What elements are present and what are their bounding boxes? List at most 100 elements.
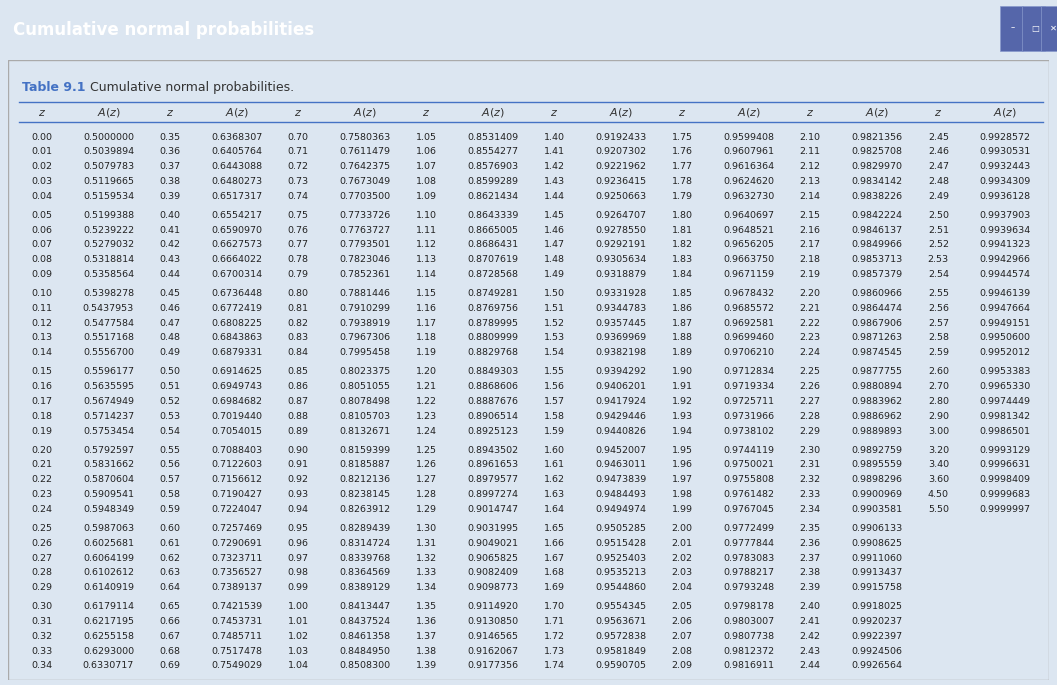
Text: 0.87: 0.87: [288, 397, 309, 406]
Text: 0.7389137: 0.7389137: [211, 583, 262, 592]
Text: 0.9572838: 0.9572838: [595, 632, 646, 641]
Text: 0.48: 0.48: [160, 334, 181, 342]
Text: 0.46: 0.46: [160, 304, 181, 313]
Text: 1.11: 1.11: [415, 225, 437, 234]
Text: 0.5119665: 0.5119665: [84, 177, 134, 186]
Text: 0.9463011: 0.9463011: [595, 460, 646, 469]
Text: 0.9928572: 0.9928572: [980, 132, 1031, 142]
Text: 0.9946139: 0.9946139: [980, 289, 1031, 298]
Text: 0.85: 0.85: [288, 367, 309, 376]
Text: 1.14: 1.14: [415, 270, 437, 279]
Text: 1.01: 1.01: [288, 617, 309, 626]
Text: 0.9941323: 0.9941323: [979, 240, 1031, 249]
Text: 2.19: 2.19: [800, 270, 821, 279]
Text: 0.9906133: 0.9906133: [851, 524, 903, 533]
Text: 2.45: 2.45: [928, 132, 949, 142]
Text: 1.85: 1.85: [671, 289, 692, 298]
Text: 0.8484950: 0.8484950: [339, 647, 390, 656]
Text: 0.9922397: 0.9922397: [851, 632, 903, 641]
Text: 0.9998409: 0.9998409: [980, 475, 1031, 484]
Text: 0.7019440: 0.7019440: [211, 412, 262, 421]
Text: 1.55: 1.55: [543, 367, 564, 376]
Text: 2.30: 2.30: [800, 446, 821, 455]
Text: 0.9911060: 0.9911060: [851, 553, 903, 562]
Text: 0.79: 0.79: [288, 270, 309, 279]
Text: ✕: ✕: [1051, 23, 1057, 33]
Text: 0.8621434: 0.8621434: [467, 192, 518, 201]
Text: 0.5753454: 0.5753454: [82, 427, 134, 436]
Text: 1.29: 1.29: [415, 505, 437, 514]
Text: 0.57: 0.57: [160, 475, 181, 484]
Text: 0.7881446: 0.7881446: [339, 289, 390, 298]
Text: 0.50: 0.50: [160, 367, 181, 376]
Text: 0.14: 0.14: [32, 348, 53, 358]
Text: 0.9535213: 0.9535213: [595, 569, 647, 577]
Text: 1.57: 1.57: [543, 397, 564, 406]
Text: 1.02: 1.02: [288, 632, 309, 641]
Text: 2.25: 2.25: [800, 367, 821, 376]
Text: 0.9924506: 0.9924506: [851, 647, 903, 656]
Text: 2.44: 2.44: [800, 662, 821, 671]
Text: 2.34: 2.34: [800, 505, 821, 514]
Text: 0.8554277: 0.8554277: [467, 147, 518, 156]
Text: 0.49: 0.49: [160, 348, 181, 358]
Text: 0.9874545: 0.9874545: [851, 348, 903, 358]
Text: 1.52: 1.52: [543, 319, 564, 327]
Text: 0.9221962: 0.9221962: [595, 162, 646, 171]
Text: 2.39: 2.39: [800, 583, 821, 592]
Text: 0.28: 0.28: [32, 569, 53, 577]
Text: 0.5437953: 0.5437953: [82, 304, 134, 313]
Text: 1.26: 1.26: [415, 460, 437, 469]
Text: 0.77: 0.77: [288, 240, 309, 249]
Text: 2.58: 2.58: [928, 334, 949, 342]
Text: 2.20: 2.20: [800, 289, 821, 298]
Text: 1.45: 1.45: [543, 211, 564, 220]
Text: 0.60: 0.60: [160, 524, 181, 533]
Text: 0.8339768: 0.8339768: [339, 553, 390, 562]
Text: 1.76: 1.76: [671, 147, 692, 156]
Text: 1.80: 1.80: [671, 211, 692, 220]
Text: 0.6736448: 0.6736448: [211, 289, 262, 298]
Text: 2.49: 2.49: [928, 192, 949, 201]
Text: 0.8023375: 0.8023375: [339, 367, 390, 376]
Text: 0.8707619: 0.8707619: [467, 256, 518, 264]
Text: 1.19: 1.19: [415, 348, 437, 358]
Text: 1.63: 1.63: [543, 490, 564, 499]
Text: 0.73: 0.73: [288, 177, 309, 186]
Text: 0.5987063: 0.5987063: [82, 524, 134, 533]
Text: 0.58: 0.58: [160, 490, 181, 499]
Text: 2.90: 2.90: [928, 412, 949, 421]
Text: 0.04: 0.04: [32, 192, 53, 201]
Text: 1.66: 1.66: [543, 539, 564, 548]
Text: 2.48: 2.48: [928, 177, 949, 186]
Text: 0.5000000: 0.5000000: [84, 132, 134, 142]
Text: $z$: $z$: [806, 108, 814, 118]
Text: 2.09: 2.09: [671, 662, 692, 671]
Text: –: –: [1010, 23, 1015, 33]
Text: 0.5635595: 0.5635595: [82, 382, 134, 391]
Text: 0.9761482: 0.9761482: [723, 490, 775, 499]
Text: 3.20: 3.20: [928, 446, 949, 455]
Text: 0.08: 0.08: [32, 256, 53, 264]
Text: 0.9981342: 0.9981342: [980, 412, 1031, 421]
Text: 0.9986501: 0.9986501: [980, 427, 1031, 436]
Text: 2.05: 2.05: [671, 602, 692, 611]
Text: 1.37: 1.37: [415, 632, 437, 641]
Text: 0.7156612: 0.7156612: [211, 475, 262, 484]
Text: 0.8943502: 0.8943502: [467, 446, 518, 455]
Text: 0.01: 0.01: [32, 147, 53, 156]
Text: 0.31: 0.31: [32, 617, 53, 626]
Text: 0.8461358: 0.8461358: [339, 632, 390, 641]
Text: 2.55: 2.55: [928, 289, 949, 298]
Text: 1.43: 1.43: [543, 177, 564, 186]
Text: 0.78: 0.78: [288, 256, 309, 264]
Text: 0.9993129: 0.9993129: [980, 446, 1031, 455]
Text: 2.38: 2.38: [800, 569, 821, 577]
Text: 1.73: 1.73: [543, 647, 564, 656]
Text: 2.00: 2.00: [671, 524, 692, 533]
Text: 2.53: 2.53: [928, 256, 949, 264]
Text: 0.9484493: 0.9484493: [595, 490, 646, 499]
Text: 0.26: 0.26: [32, 539, 53, 548]
Text: 0.99: 0.99: [288, 583, 309, 592]
Text: 0.9452007: 0.9452007: [595, 446, 646, 455]
